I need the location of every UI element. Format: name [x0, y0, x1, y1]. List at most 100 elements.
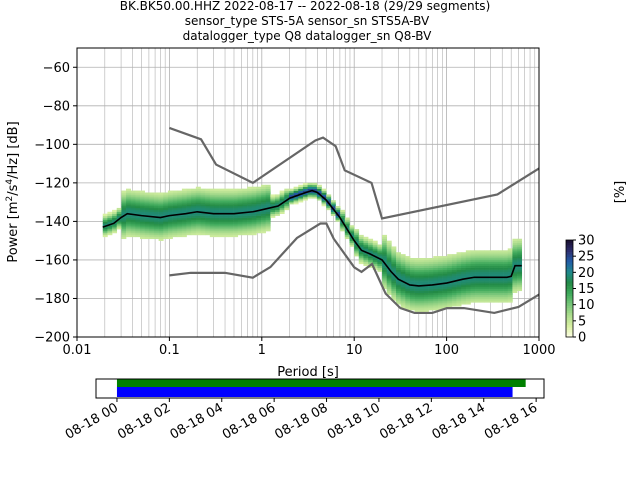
heatmap-cell: [349, 229, 355, 232]
heatmap-cell: [465, 256, 471, 259]
heatmap-cell: [405, 273, 411, 276]
heatmap-cell: [475, 284, 481, 288]
heatmap-cell: [498, 263, 504, 267]
heatmap-cell: [470, 298, 476, 301]
heatmap-cell: [344, 217, 350, 220]
heatmap-cell: [219, 219, 225, 222]
heatmap-cell: [475, 265, 481, 268]
heatmap-cell: [102, 229, 108, 232]
heatmap-cell: [219, 200, 225, 203]
heatmap-cell: [233, 217, 239, 220]
heatmap-cell: [228, 202, 234, 205]
heatmap-cell: [261, 196, 266, 199]
heatmap-cell: [451, 267, 457, 270]
heatmap-cell: [200, 194, 206, 197]
heatmap-cell: [447, 286, 453, 290]
heatmap-cell: [368, 248, 374, 251]
heatmap-cell: [405, 294, 411, 297]
heatmap-cell: [288, 194, 294, 197]
heatmap-cell: [377, 267, 383, 270]
heatmap-cell: [456, 304, 462, 307]
heatmap-cell: [209, 229, 215, 232]
heatmap-cell: [456, 290, 462, 293]
heatmap-cell: [149, 198, 155, 201]
heatmap-cell: [112, 219, 118, 222]
colorbar-swatch: [566, 295, 573, 299]
heatmap-cell: [475, 279, 481, 282]
heatmap-cell: [428, 290, 434, 293]
heatmap-cell: [284, 204, 290, 207]
heatmap-cell: [442, 267, 448, 270]
heatmap-cell: [503, 273, 509, 276]
heatmap-cell: [386, 277, 392, 280]
heatmap-cell: [433, 284, 439, 288]
heatmap-cell: [433, 304, 439, 307]
heatmap-cell: [484, 290, 490, 293]
heatmap-cell: [498, 275, 504, 278]
heatmap-cell: [428, 267, 434, 270]
heatmap-cell: [498, 298, 504, 301]
heatmap-cell: [479, 273, 485, 276]
heatmap-cell: [307, 194, 313, 197]
heatmap-cell: [167, 209, 173, 213]
heatmap-cell: [261, 205, 266, 209]
heatmap-cell: [503, 271, 509, 274]
heatmap-cell: [251, 225, 257, 228]
heatmap-cell: [382, 252, 388, 255]
heatmap-cell: [493, 290, 499, 293]
heatmap-cell: [400, 288, 406, 292]
heatmap-cell: [214, 200, 220, 203]
heatmap-cell: [400, 300, 406, 303]
heatmap-cell: [479, 298, 485, 301]
heatmap-cell: [503, 269, 509, 272]
heatmap-cell: [233, 194, 239, 197]
heatmap-cell: [428, 261, 434, 265]
heatmap-cell: [126, 190, 131, 193]
heatmap-cell: [498, 265, 504, 268]
colorbar-tick-label: 25: [578, 250, 595, 265]
heatmap-cell: [153, 225, 159, 228]
heatmap-cell: [247, 196, 253, 199]
heatmap-cell: [102, 219, 108, 222]
heatmap-cell: [517, 281, 523, 284]
heatmap-cell: [265, 219, 271, 222]
heatmap-cell: [503, 265, 509, 268]
heatmap-cell: [354, 231, 360, 234]
heatmap-cell: [419, 271, 425, 274]
heatmap-cell: [209, 234, 215, 238]
heatmap-cell: [181, 209, 187, 213]
heatmap-cell: [382, 246, 388, 249]
heatmap-cell: [135, 229, 141, 232]
heatmap-cell: [186, 196, 192, 199]
heatmap-cell: [307, 186, 313, 189]
heatmap-cell: [195, 221, 201, 224]
heatmap-cell: [191, 221, 197, 224]
heatmap-cell: [195, 209, 201, 213]
heatmap-cell: [498, 269, 504, 272]
heatmap-cell: [158, 225, 164, 228]
heatmap-cell: [517, 269, 523, 272]
heatmap-cell: [470, 286, 476, 290]
heatmap-cell: [237, 196, 243, 199]
heatmap-cell: [163, 209, 169, 213]
heatmap-cell: [396, 296, 401, 299]
heatmap-cell: [107, 211, 113, 214]
heatmap-cell: [251, 215, 257, 218]
heatmap-cell: [214, 194, 220, 197]
heatmap-cell: [428, 304, 434, 307]
heatmap-cell: [228, 219, 234, 222]
heatmap-cell: [405, 292, 411, 295]
heatmap-cell: [270, 211, 276, 214]
heatmap-cell: [391, 286, 397, 290]
heatmap-cell: [167, 198, 173, 201]
heatmap-cell: [265, 217, 271, 220]
heatmap-cell: [470, 263, 476, 267]
heatmap-cell: [265, 186, 271, 189]
heatmap-cell: [107, 215, 113, 218]
heatmap-cell: [237, 225, 243, 228]
heatmap-cell: [512, 263, 518, 267]
date-tick-label: 08-18 12: [377, 400, 435, 442]
heatmap-cell: [442, 284, 448, 288]
y-tick-label: −100: [34, 138, 70, 153]
heatmap-cell: [507, 284, 513, 288]
